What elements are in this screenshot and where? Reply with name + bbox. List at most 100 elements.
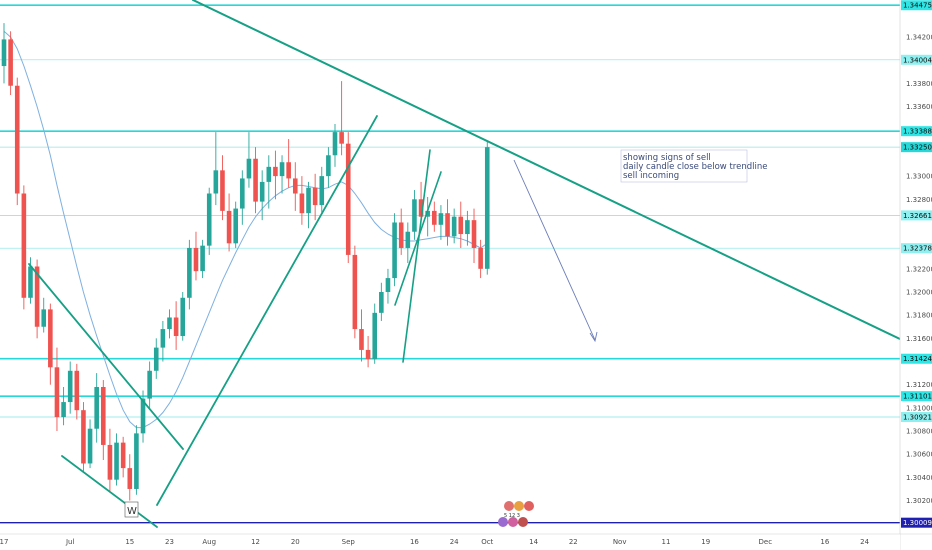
trendline-2[interactable] xyxy=(61,455,158,528)
candle xyxy=(94,373,99,443)
candle xyxy=(319,166,325,214)
candle xyxy=(372,303,378,364)
y-tick-label: 1.31000 xyxy=(906,404,932,412)
y-tick-label: 1.31800 xyxy=(906,312,932,320)
candle-body xyxy=(405,231,411,248)
trendline-0[interactable] xyxy=(192,0,901,340)
candle xyxy=(398,208,404,255)
candle xyxy=(101,380,106,461)
price-tag-7[interactable]: 1.31101 xyxy=(903,393,932,401)
price-tag-bg xyxy=(901,210,932,221)
candle-body xyxy=(206,193,212,246)
candle xyxy=(445,199,450,246)
candle xyxy=(226,193,232,252)
price-tag-1[interactable]: 1.34004 xyxy=(903,56,932,64)
candle xyxy=(412,190,417,240)
candle-body xyxy=(114,442,119,480)
candle xyxy=(67,361,73,414)
price-tag-3[interactable]: 1.33250 xyxy=(903,144,932,152)
x-tick-label: 24 xyxy=(860,538,869,546)
candle-body xyxy=(379,291,384,313)
trendline-4[interactable] xyxy=(402,149,431,363)
candle-body xyxy=(153,347,159,371)
candle-body xyxy=(28,266,33,298)
candle xyxy=(74,363,80,420)
candle-body xyxy=(279,162,285,177)
candle-body xyxy=(94,387,99,429)
candle-body xyxy=(339,132,344,144)
trendlines[interactable] xyxy=(28,0,901,528)
candle-body xyxy=(213,170,219,194)
candle-body xyxy=(425,210,430,217)
y-tick-label: 1.31200 xyxy=(906,381,932,389)
price-levels xyxy=(0,4,900,524)
candles xyxy=(1,23,490,501)
candle xyxy=(48,303,53,385)
candle-body xyxy=(484,147,490,269)
candle-body xyxy=(226,210,232,244)
candle xyxy=(292,162,298,211)
y-tick-label: 1.33800 xyxy=(906,80,932,88)
candle xyxy=(306,181,311,229)
candle-body xyxy=(48,309,53,368)
candle xyxy=(326,147,331,188)
candle-body xyxy=(392,222,397,279)
candle xyxy=(233,201,238,248)
candle-body xyxy=(167,317,172,330)
y-tick-label: 1.33000 xyxy=(906,173,932,181)
economic-events-icon[interactable]: 5 12 3 xyxy=(498,501,534,527)
price-axis[interactable]: 1.34200 1.33800 1.33600 1.33000 1.32800 1.322… xyxy=(899,0,932,550)
candle-body xyxy=(14,85,20,194)
candle-body xyxy=(458,216,464,235)
candle-body xyxy=(326,155,331,177)
price-tag-bg xyxy=(901,391,932,402)
candle-body xyxy=(259,181,265,202)
price-tag-2[interactable]: 1.33388 xyxy=(903,128,932,136)
candle xyxy=(213,132,219,206)
time-axis[interactable]: 17 Jul 15 23 Aug 12 20 Sep 16 24 Oct 14 22 Nov 11 19 Dec… xyxy=(0,533,932,550)
candle xyxy=(352,245,358,339)
candle-body xyxy=(306,187,311,214)
candle-body xyxy=(412,199,417,232)
x-tick-label: Aug xyxy=(202,538,216,546)
price-tag-9[interactable]: 1.30009 xyxy=(903,519,932,527)
price-tag-8[interactable]: 1.30921 xyxy=(903,414,932,422)
candle xyxy=(458,201,464,248)
candle-body xyxy=(180,297,186,337)
candle-body xyxy=(41,309,47,327)
candle xyxy=(359,309,364,362)
candle-body xyxy=(21,193,27,298)
candle-body xyxy=(478,247,483,269)
price-tag-6[interactable]: 1.31424 xyxy=(903,355,932,363)
price-tag-bg xyxy=(901,243,932,254)
candle xyxy=(286,139,291,188)
candle-body xyxy=(147,370,152,399)
price-tag-5[interactable]: 1.32378 xyxy=(903,245,932,253)
candle-body xyxy=(398,222,404,248)
candle xyxy=(332,123,338,167)
price-tag-4[interactable]: 1.32661 xyxy=(903,212,932,220)
candle xyxy=(200,239,205,279)
forecast-arrow[interactable] xyxy=(513,159,596,341)
trendline-5[interactable] xyxy=(394,171,442,306)
candle xyxy=(21,185,27,310)
candle xyxy=(451,208,457,244)
candle xyxy=(87,419,93,469)
candle xyxy=(425,196,430,237)
trendline-1[interactable] xyxy=(28,263,184,450)
candle-body xyxy=(87,428,93,464)
candle-body xyxy=(220,170,225,211)
x-tick-label: Oct xyxy=(481,538,493,546)
candle-body xyxy=(299,193,305,214)
candle xyxy=(432,201,437,232)
candle-body xyxy=(193,247,199,272)
note-line-1: showing signs of sell xyxy=(623,153,711,163)
candle-body xyxy=(107,444,113,480)
candle xyxy=(273,150,278,200)
price-axis-bg xyxy=(900,0,932,550)
y-tick-label: 1.30600 xyxy=(906,451,932,459)
price-tag-0[interactable]: 1.34475 xyxy=(903,2,932,10)
trendline-3[interactable] xyxy=(156,115,378,506)
price-tag-bg xyxy=(901,0,932,11)
